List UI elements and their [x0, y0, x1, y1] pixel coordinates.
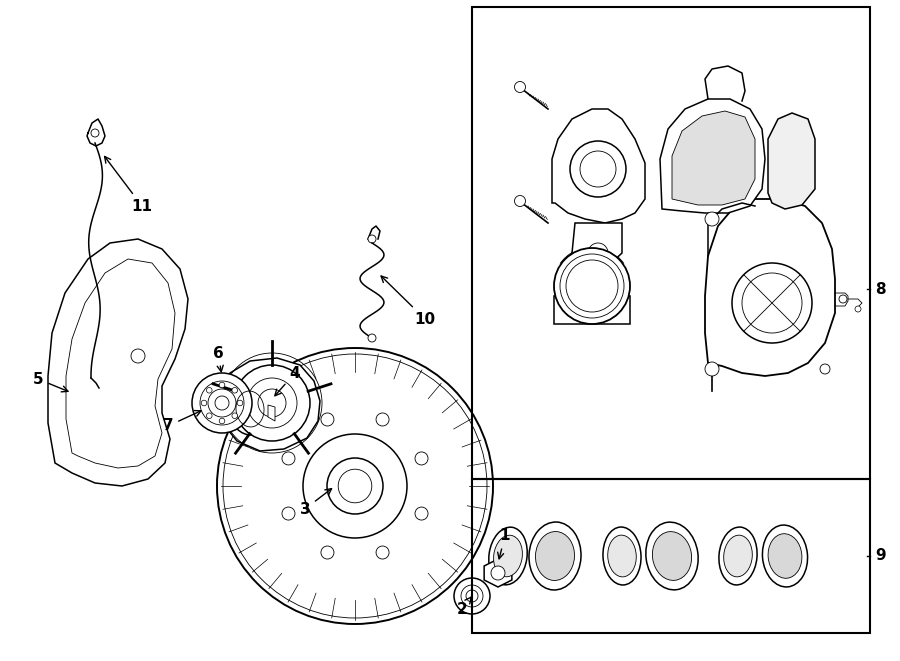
Circle shape: [243, 374, 467, 598]
Ellipse shape: [719, 527, 757, 585]
Polygon shape: [572, 223, 622, 266]
Circle shape: [131, 349, 145, 363]
Text: 2: 2: [456, 596, 472, 617]
Circle shape: [303, 434, 407, 538]
Circle shape: [220, 382, 225, 388]
Text: 10: 10: [381, 276, 436, 327]
Circle shape: [515, 81, 526, 93]
Polygon shape: [552, 109, 645, 223]
Ellipse shape: [603, 527, 641, 585]
Polygon shape: [705, 199, 835, 376]
Ellipse shape: [768, 533, 802, 578]
Circle shape: [855, 306, 861, 312]
Text: 6: 6: [212, 346, 223, 371]
Circle shape: [282, 507, 295, 520]
Polygon shape: [268, 405, 275, 421]
Circle shape: [338, 469, 372, 503]
Polygon shape: [220, 358, 320, 451]
Ellipse shape: [652, 531, 691, 580]
Circle shape: [223, 354, 487, 618]
Circle shape: [282, 452, 295, 465]
Text: 8: 8: [875, 282, 886, 297]
Circle shape: [820, 364, 830, 374]
Ellipse shape: [608, 535, 636, 577]
Circle shape: [705, 362, 719, 376]
Circle shape: [588, 243, 608, 263]
Circle shape: [192, 373, 252, 433]
Circle shape: [206, 413, 212, 418]
Ellipse shape: [489, 527, 527, 585]
Text: 5: 5: [32, 371, 68, 392]
Circle shape: [220, 418, 225, 424]
Text: 3: 3: [300, 488, 331, 516]
Circle shape: [515, 196, 526, 206]
Polygon shape: [768, 113, 815, 209]
Circle shape: [376, 413, 389, 426]
Ellipse shape: [646, 522, 698, 590]
Text: 7: 7: [163, 410, 201, 434]
Ellipse shape: [529, 522, 581, 590]
Ellipse shape: [724, 535, 752, 577]
Polygon shape: [554, 296, 630, 324]
Bar: [472, 7, 870, 479]
Circle shape: [202, 400, 207, 406]
Circle shape: [91, 129, 99, 137]
Circle shape: [321, 546, 334, 559]
Circle shape: [217, 348, 493, 624]
Text: 11: 11: [104, 157, 152, 214]
Circle shape: [321, 413, 334, 426]
Ellipse shape: [762, 525, 807, 587]
Circle shape: [234, 365, 310, 441]
Polygon shape: [48, 239, 188, 486]
Circle shape: [238, 400, 243, 406]
Circle shape: [232, 387, 238, 393]
Text: 1: 1: [498, 529, 510, 559]
Circle shape: [368, 334, 376, 342]
Circle shape: [570, 141, 626, 197]
Circle shape: [732, 263, 812, 343]
Text: 4: 4: [274, 366, 301, 396]
Circle shape: [415, 452, 428, 465]
Polygon shape: [672, 111, 755, 205]
Circle shape: [415, 507, 428, 520]
Circle shape: [232, 413, 238, 418]
Ellipse shape: [493, 535, 522, 577]
Ellipse shape: [229, 383, 271, 435]
Circle shape: [327, 458, 383, 514]
Circle shape: [368, 235, 376, 243]
Circle shape: [705, 212, 719, 226]
Circle shape: [461, 585, 483, 607]
Polygon shape: [484, 559, 512, 587]
Bar: [472, 479, 870, 633]
Circle shape: [554, 248, 630, 324]
Circle shape: [491, 566, 505, 580]
Polygon shape: [660, 99, 765, 213]
Circle shape: [247, 378, 297, 428]
Circle shape: [839, 295, 847, 303]
Circle shape: [258, 389, 286, 417]
Circle shape: [206, 387, 212, 393]
Text: 9: 9: [875, 549, 886, 563]
Circle shape: [376, 546, 389, 559]
Circle shape: [454, 578, 490, 614]
Ellipse shape: [536, 531, 574, 580]
Circle shape: [580, 151, 616, 187]
